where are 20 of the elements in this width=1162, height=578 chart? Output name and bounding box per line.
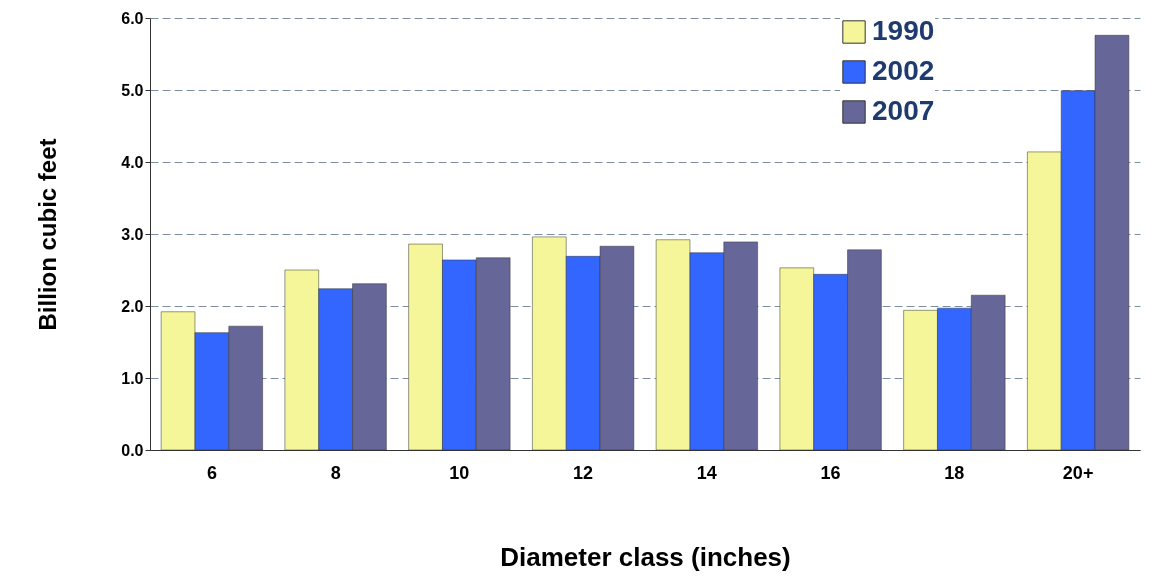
x-tick-label: 16	[820, 462, 841, 483]
legend-label: 1990	[872, 15, 935, 46]
x-tick-label: 14	[696, 462, 717, 483]
y-tick-label: 5.0	[121, 81, 144, 99]
y-tick-label: 1.0	[121, 369, 144, 387]
x-tick-label: 6	[206, 462, 217, 483]
legend-label: 2007	[872, 95, 935, 126]
y-axis-title: Billion cubic feet	[34, 138, 62, 331]
legend-label: 2002	[872, 55, 935, 86]
x-tick-label: 12	[573, 462, 594, 483]
x-axis-title: Diameter class (inches)	[500, 541, 791, 572]
x-tick-label: 8	[330, 462, 341, 483]
y-tick-label: 6.0	[121, 9, 144, 27]
y-tick-label: 3.0	[121, 225, 144, 243]
x-tick-label: 10	[449, 462, 470, 483]
y-tick-label: 4.0	[121, 153, 144, 171]
x-tick-label: 20+	[1062, 462, 1094, 483]
x-tick-label: 18	[944, 462, 965, 483]
y-tick-label: 0.0	[121, 441, 144, 459]
y-tick-label: 2.0	[121, 297, 144, 315]
